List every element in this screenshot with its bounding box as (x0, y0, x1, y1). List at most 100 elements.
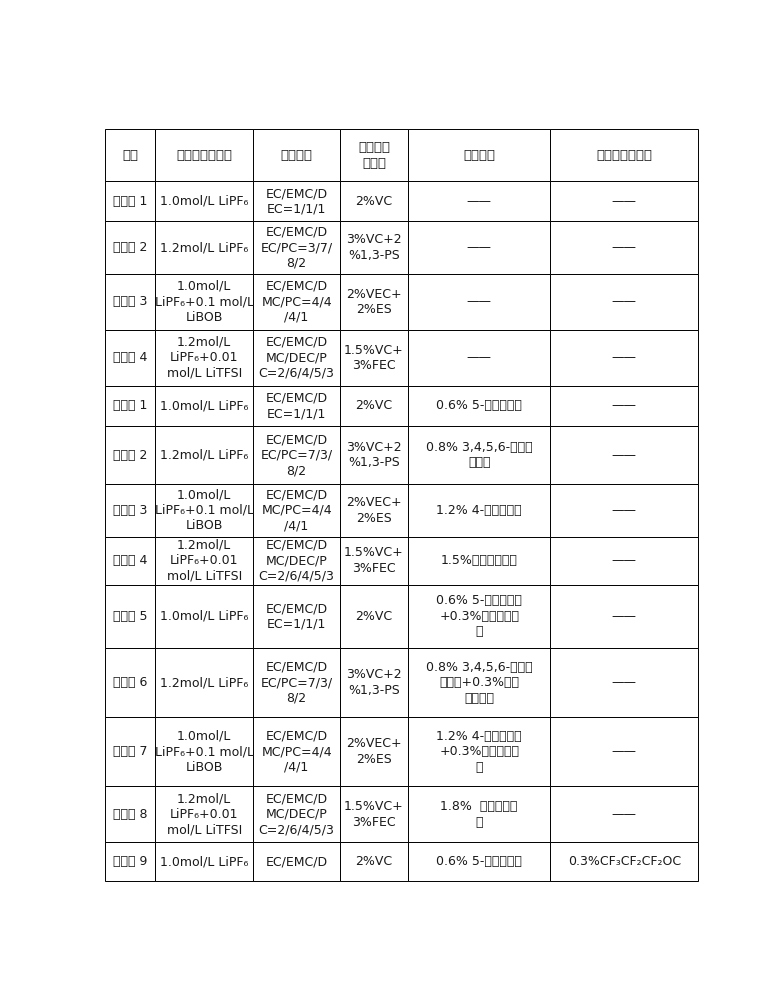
Bar (155, 842, 253, 881)
Text: 实施例 8: 实施例 8 (113, 808, 147, 821)
Bar (408, 221, 550, 274)
Text: ——: —— (612, 504, 637, 517)
Bar (550, 221, 699, 274)
Text: 实施例 6: 实施例 6 (113, 676, 147, 689)
Bar (550, 585, 699, 648)
Text: EC/EMC/D: EC/EMC/D (266, 855, 328, 868)
Text: EC/EMC/D
EC/PC=7/3/
8/2: EC/EMC/D EC/PC=7/3/ 8/2 (260, 661, 332, 705)
Bar (408, 842, 550, 881)
Bar (155, 717, 253, 786)
Text: 实施例 9: 实施例 9 (113, 855, 147, 868)
Bar (155, 129, 253, 181)
Bar (408, 484, 550, 537)
Bar (155, 786, 253, 842)
Bar (550, 330, 699, 386)
Text: EC/EMC/D
EC=1/1/1: EC/EMC/D EC=1/1/1 (266, 187, 328, 216)
Text: EC/EMC/D
MC/PC=4/4
/4/1: EC/EMC/D MC/PC=4/4 /4/1 (261, 488, 332, 532)
Text: 0.8% 3,4,5,6-四氟邻
苯二腈+0.3%四氟
对苯二腈: 0.8% 3,4,5,6-四氟邻 苯二腈+0.3%四氟 对苯二腈 (426, 661, 532, 705)
Text: 2%VC: 2%VC (355, 610, 393, 623)
Bar (105, 330, 155, 386)
Bar (339, 537, 408, 585)
Text: ——: —— (612, 676, 637, 689)
Text: ——: —— (612, 295, 637, 308)
Bar (408, 386, 550, 426)
Text: EC/EMC/D
MC/DEC/P
C=2/6/4/5/3: EC/EMC/D MC/DEC/P C=2/6/4/5/3 (259, 539, 335, 583)
Text: 1.5%VC+
3%FEC: 1.5%VC+ 3%FEC (344, 800, 404, 829)
Text: 1.2mol/L
LiPF₆+0.01
mol/L LiTFSI: 1.2mol/L LiPF₆+0.01 mol/L LiTFSI (166, 336, 241, 380)
Text: EC/EMC/D
MC/PC=4/4
/4/1: EC/EMC/D MC/PC=4/4 /4/1 (261, 730, 332, 774)
Text: 实施例 2: 实施例 2 (113, 449, 147, 462)
Text: ——: —— (612, 241, 637, 254)
Bar (105, 537, 155, 585)
Text: 1.0mol/L
LiPF₆+0.1 mol/L
LiBOB: 1.0mol/L LiPF₆+0.1 mol/L LiBOB (154, 730, 254, 774)
Text: 2%VC: 2%VC (355, 195, 393, 208)
Text: 3%VC+2
%1,3-PS: 3%VC+2 %1,3-PS (347, 668, 402, 697)
Text: 3%VC+2
%1,3-PS: 3%VC+2 %1,3-PS (347, 441, 402, 469)
Text: 对比例 3: 对比例 3 (113, 295, 147, 308)
Text: 2%VEC+
2%ES: 2%VEC+ 2%ES (347, 496, 402, 525)
Text: 实施例 4: 实施例 4 (113, 554, 147, 567)
Text: 2%VC: 2%VC (355, 399, 393, 412)
Bar (339, 717, 408, 786)
Text: 编号: 编号 (122, 149, 138, 162)
Text: EC/EMC/D
EC/PC=3/7/
8/2: EC/EMC/D EC/PC=3/7/ 8/2 (260, 226, 332, 270)
Text: 2%VEC+
2%ES: 2%VEC+ 2%ES (347, 288, 402, 316)
Bar (339, 181, 408, 221)
Text: ——: —— (612, 745, 637, 758)
Text: 1.5%VC+
3%FEC: 1.5%VC+ 3%FEC (344, 546, 404, 575)
Bar (408, 537, 550, 585)
Bar (253, 717, 339, 786)
Text: ——: —— (466, 351, 492, 364)
Text: 1.2mol/L
LiPF₆+0.01
mol/L LiTFSI: 1.2mol/L LiPF₆+0.01 mol/L LiTFSI (166, 792, 241, 836)
Text: ——: —— (612, 610, 637, 623)
Bar (155, 274, 253, 330)
Text: 1.0mol/L LiPF₆: 1.0mol/L LiPF₆ (160, 610, 249, 623)
Bar (253, 181, 339, 221)
Text: 1.2% 4-氟邻苯二腈
+0.3%四氟对苯二
腈: 1.2% 4-氟邻苯二腈 +0.3%四氟对苯二 腈 (437, 730, 522, 774)
Bar (339, 330, 408, 386)
Text: 0.3%CF₃CF₂CF₂OC: 0.3%CF₃CF₂CF₂OC (568, 855, 681, 868)
Bar (105, 585, 155, 648)
Text: 1.0mol/L LiPF₆: 1.0mol/L LiPF₆ (160, 855, 249, 868)
Text: EC/EMC/D
MC/DEC/P
C=2/6/4/5/3: EC/EMC/D MC/DEC/P C=2/6/4/5/3 (259, 792, 335, 836)
Bar (105, 484, 155, 537)
Bar (253, 585, 339, 648)
Bar (253, 484, 339, 537)
Text: 1.0mol/L LiPF₆: 1.0mol/L LiPF₆ (160, 399, 249, 412)
Bar (339, 585, 408, 648)
Bar (339, 221, 408, 274)
Text: 0.8% 3,4,5,6-四氟邻
苯二腈: 0.8% 3,4,5,6-四氟邻 苯二腈 (426, 441, 532, 469)
Bar (253, 648, 339, 717)
Text: ——: —— (612, 449, 637, 462)
Text: 0.6% 5-氟间苯二腈
+0.3%四氟对苯二
腈: 0.6% 5-氟间苯二腈 +0.3%四氟对苯二 腈 (436, 594, 522, 638)
Text: ——: —— (466, 241, 492, 254)
Bar (550, 129, 699, 181)
Bar (253, 537, 339, 585)
Bar (105, 717, 155, 786)
Bar (550, 426, 699, 484)
Bar (550, 842, 699, 881)
Text: 0.6% 5-氟间苯二腈: 0.6% 5-氟间苯二腈 (436, 855, 522, 868)
Bar (408, 717, 550, 786)
Text: 锂盐类型和浓度: 锂盐类型和浓度 (176, 149, 232, 162)
Text: 1.2mol/L LiPF₆: 1.2mol/L LiPF₆ (160, 676, 249, 689)
Text: 2%VC: 2%VC (355, 855, 393, 868)
Text: 对比例 4: 对比例 4 (113, 351, 147, 364)
Bar (408, 585, 550, 648)
Bar (105, 129, 155, 181)
Bar (105, 274, 155, 330)
Bar (253, 221, 339, 274)
Text: 1.0mol/L
LiPF₆+0.1 mol/L
LiBOB: 1.0mol/L LiPF₆+0.1 mol/L LiBOB (154, 488, 254, 532)
Bar (105, 386, 155, 426)
Text: 2%VEC+
2%ES: 2%VEC+ 2%ES (347, 737, 402, 766)
Text: 1.8%  四氟对苯二
腈: 1.8% 四氟对苯二 腈 (441, 800, 518, 829)
Bar (550, 181, 699, 221)
Bar (105, 426, 155, 484)
Text: 0.6% 5-氟间苯二腈: 0.6% 5-氟间苯二腈 (436, 399, 522, 412)
Bar (253, 129, 339, 181)
Bar (105, 842, 155, 881)
Bar (253, 426, 339, 484)
Text: 1.2% 4-氟邻苯二腈: 1.2% 4-氟邻苯二腈 (437, 504, 522, 517)
Bar (408, 129, 550, 181)
Bar (550, 484, 699, 537)
